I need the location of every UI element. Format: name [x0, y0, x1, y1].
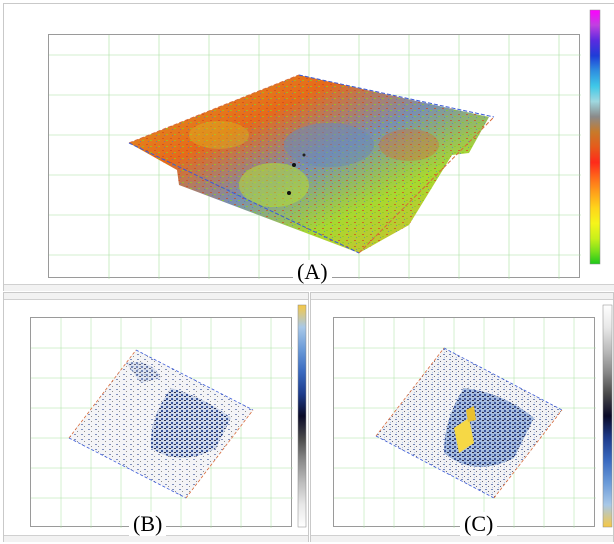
panel-a-colorbar	[589, 9, 601, 265]
panel-b-plot-area	[30, 317, 293, 528]
panel-c-boundary	[375, 347, 563, 499]
panel-c-map[interactable]	[334, 318, 596, 528]
panel-a-plot-area	[48, 34, 581, 279]
panel-b-survey-surface	[69, 350, 253, 498]
panel-c-survey-surface	[376, 348, 562, 498]
panel-b-map[interactable]	[31, 318, 293, 528]
panel-b-colorbar	[297, 304, 307, 528]
panel-b-status-bar	[4, 535, 308, 542]
label-a: (A)	[293, 260, 332, 284]
panel-a-boundary	[128, 74, 495, 254]
panel-b-boundary	[68, 349, 254, 499]
panel-a-survey-surface	[129, 75, 489, 253]
panel-c-colorbar	[602, 304, 613, 528]
panel-c-status-bar	[311, 535, 613, 542]
panel-a-map[interactable]	[49, 35, 581, 279]
map-panel-c	[310, 292, 614, 542]
panel-b-toolbar	[4, 293, 308, 300]
map-panel-b	[3, 292, 309, 542]
panel-c-plot-area	[333, 317, 596, 528]
label-c: (C)	[460, 512, 498, 536]
label-b: (B)	[129, 512, 167, 536]
map-panel-a	[3, 3, 614, 291]
panel-a-status-bar	[4, 284, 614, 291]
panel-c-toolbar	[311, 293, 613, 300]
